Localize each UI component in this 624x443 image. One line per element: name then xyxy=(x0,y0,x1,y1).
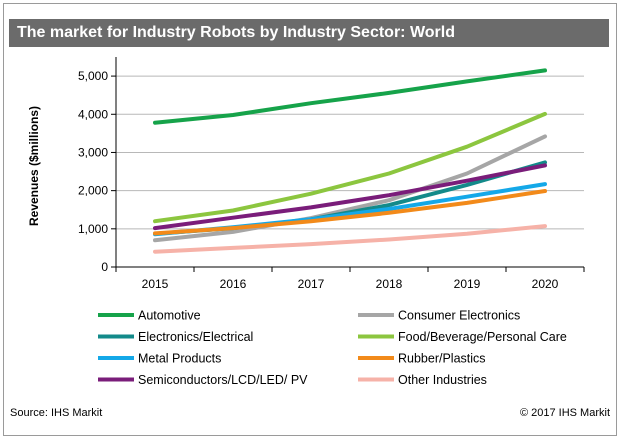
y-tick-label: 2,000 xyxy=(78,184,108,198)
x-tick-label: 2017 xyxy=(298,277,325,291)
legend-label: Automotive xyxy=(138,309,201,323)
legend-label: Rubber/Plastics xyxy=(398,352,486,366)
legend-label: Metal Products xyxy=(138,352,221,366)
legend-label: Food/Beverage/Personal Care xyxy=(398,330,567,344)
x-tick-label: 2019 xyxy=(454,277,481,291)
y-tick-label: 0 xyxy=(101,260,108,274)
y-tick-label: 1,000 xyxy=(78,222,108,236)
legend-label: Other Industries xyxy=(398,373,487,387)
legend-label: Electronics/Electrical xyxy=(138,330,253,344)
series-lines xyxy=(153,68,547,254)
series-line-other-industries xyxy=(153,224,547,254)
x-tick-label: 2018 xyxy=(376,277,403,291)
series-line-consumer-electronics xyxy=(153,134,547,243)
legend-label: Semiconductors/LCD/LED/ PV xyxy=(138,373,308,387)
source-note: Source: IHS Markit xyxy=(10,407,103,419)
y-tick-label: 5,000 xyxy=(78,69,108,83)
copyright-note: © 2017 IHS Markit xyxy=(519,407,610,419)
y-axis-title: Revenues ($millions) xyxy=(27,106,41,226)
legend-label: Consumer Electronics xyxy=(398,309,520,323)
legend: Automotive Consumer Electronics Electronic… xyxy=(98,309,567,387)
y-tick-label: 3,000 xyxy=(78,145,108,159)
y-tick-label: 4,000 xyxy=(78,107,108,121)
x-tick-label: 2020 xyxy=(532,277,559,291)
chart-title: The market for Industry Robots by Indust… xyxy=(9,19,609,47)
series-line-semiconductors-lcd-led-pv xyxy=(153,163,547,231)
x-tick-label: 2015 xyxy=(142,277,169,291)
series-line-automotive xyxy=(153,68,547,125)
series-line-food-beverage-personal-care xyxy=(153,111,547,224)
series-line-rubber-plastics xyxy=(153,189,547,236)
axes: 0 1,000 2,000 3,000 4,000 5,000 2015 2016 2017 20… xyxy=(78,57,585,291)
x-tick-label: 2016 xyxy=(220,277,247,291)
